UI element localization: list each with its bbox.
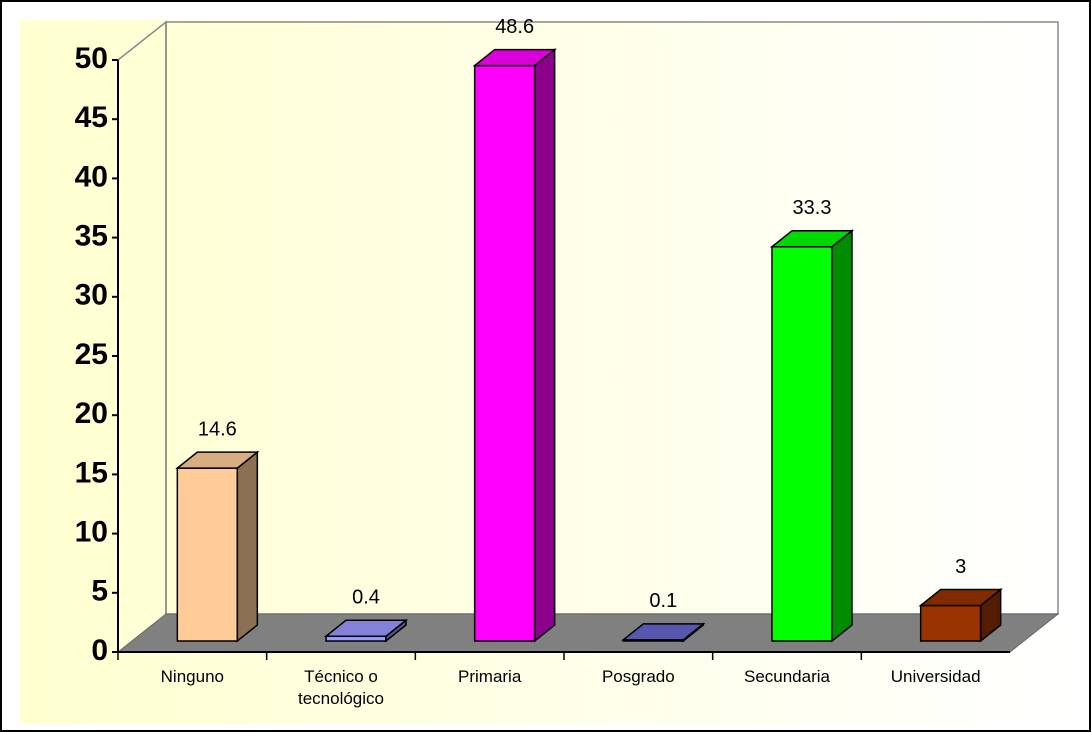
y-tick-label: 35 [75, 220, 108, 253]
floor [116, 613, 1060, 653]
bar [621, 622, 706, 643]
x-label-box: Posgrado [601, 667, 675, 686]
bar-side [831, 229, 853, 643]
x-label-box: Secundaria [743, 667, 830, 686]
bar [472, 48, 557, 643]
bar [323, 618, 409, 643]
bar [918, 587, 1003, 643]
x-tick-label: Posgrado [601, 667, 675, 686]
x-label-box: Universidad [890, 667, 981, 686]
y-tick-label: 10 [75, 516, 108, 549]
bar-top [918, 588, 1003, 607]
x-label-box: Ninguno [160, 667, 224, 686]
x-tick-label: Técnico o tecnológico [297, 667, 384, 708]
bar [175, 450, 260, 643]
x-label-box: Técnico o tecnológico [297, 667, 384, 708]
bar [769, 229, 855, 643]
bar-top [472, 48, 557, 67]
value-label: 0.1 [649, 590, 677, 612]
y-tick-label: 25 [75, 338, 108, 371]
bar-front [473, 64, 536, 642]
value-label: 14.6 [198, 418, 237, 440]
bar-top [769, 229, 855, 248]
bar-front [919, 604, 982, 642]
bar-side [533, 48, 556, 643]
x-tick-label: Primaria [458, 667, 522, 686]
value-label: 3 [955, 556, 966, 578]
y-tick-label: 30 [75, 279, 108, 312]
y-tick-label: 20 [75, 397, 108, 430]
bar-side [236, 450, 259, 643]
side-wall [117, 20, 167, 614]
bar-front [176, 467, 239, 642]
value-label: 48.6 [495, 16, 534, 38]
x-tick-label: Universidad [890, 667, 981, 686]
bar-top [621, 623, 706, 641]
y-tick-label: 15 [75, 456, 108, 489]
bar-top [323, 619, 409, 638]
bar-top [175, 451, 260, 469]
y-tick-label: 45 [75, 101, 108, 134]
y-tick-label: 50 [75, 42, 108, 75]
x-tick-label: Secundaria [743, 667, 830, 686]
x-tick-label: Ninguno [160, 667, 224, 686]
y-tick-label: 0 [91, 634, 108, 667]
bar-front [771, 245, 833, 642]
y-tick-label: 40 [75, 160, 108, 193]
y-tick-label: 5 [91, 575, 108, 608]
value-label: 33.3 [793, 197, 832, 219]
value-label: 0.4 [352, 587, 380, 609]
x-label-box: Primaria [458, 667, 522, 686]
